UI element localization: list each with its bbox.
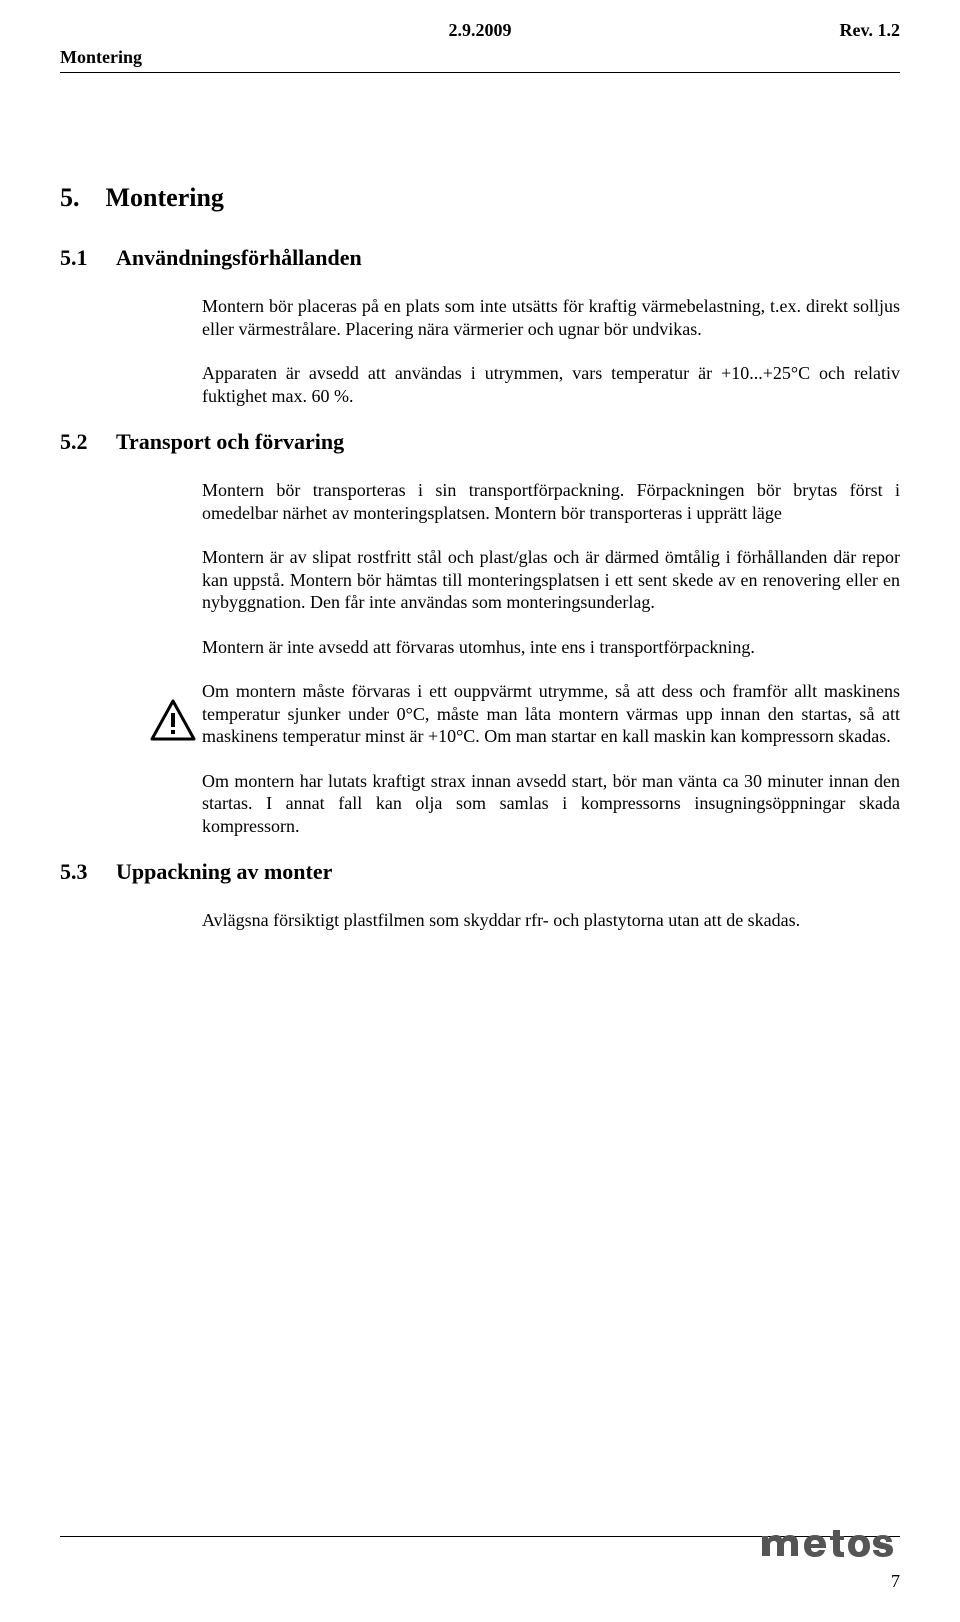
paragraph: Om montern måste förvaras i ett ouppvärm… (202, 680, 900, 748)
page-number: 7 (60, 1571, 900, 1592)
paragraph: Apparaten är avsedd att användas i utrym… (202, 362, 900, 407)
body-block-5-3: Avlägsna försiktigt plastfilmen som skyd… (202, 909, 900, 932)
subheading-number: 5.2 (60, 429, 116, 455)
chapter-title: Montering (106, 183, 224, 212)
subheading-number: 5.1 (60, 245, 116, 271)
header-date: 2.9.2009 (200, 20, 760, 41)
paragraph: Montern är av slipat rostfritt stål och … (202, 546, 900, 614)
chapter-number: 5. (60, 183, 80, 212)
body-block-5-1: Montern bör placeras på en plats som int… (202, 295, 900, 407)
header-rule (60, 72, 900, 73)
paragraph: Montern bör transporteras i sin transpor… (202, 479, 900, 524)
metos-logo (760, 1526, 900, 1560)
subheading-title: Transport och förvaring (116, 429, 344, 455)
subheading-title: Uppackning av monter (116, 859, 332, 885)
paragraph: Montern är inte avsedd att förvaras utom… (202, 636, 900, 659)
warning-icon (150, 699, 196, 741)
footer: 7 (60, 1516, 900, 1592)
paragraph: Montern bör placeras på en plats som int… (202, 295, 900, 340)
header-row: 2.9.2009 Rev. 1.2 (60, 20, 900, 41)
subheading-5-2: 5.2 Transport och förvaring (60, 429, 900, 455)
subheading-title: Användningsförhållanden (116, 245, 362, 271)
header-revision: Rev. 1.2 (760, 20, 900, 41)
subheading-number: 5.3 (60, 859, 116, 885)
body-block-5-2: Montern bör transporteras i sin transpor… (202, 479, 900, 837)
subheading-5-1: 5.1 Användningsförhållanden (60, 245, 900, 271)
header-section-label: Montering (60, 47, 900, 68)
subheading-5-3: 5.3 Uppackning av monter (60, 859, 900, 885)
paragraph: Avlägsna försiktigt plastfilmen som skyd… (202, 909, 900, 932)
paragraph: Om montern har lutats kraftigt strax inn… (202, 770, 900, 838)
chapter-heading: 5. Montering (60, 183, 900, 213)
